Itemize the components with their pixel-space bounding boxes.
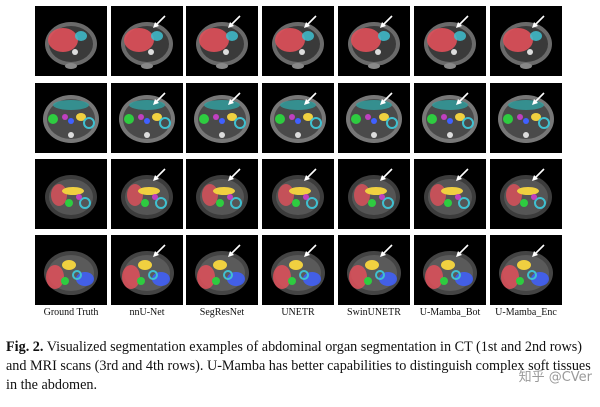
- segmentation-figure-grid: Ground Truth nnU-Net SegResNet UNETR SwinUNE…: [35, 6, 600, 318]
- mri-scan-image: [35, 235, 107, 305]
- ct-scan-image: [186, 83, 258, 153]
- ct-scan-image: [338, 6, 410, 76]
- ct-scan-image: [35, 6, 107, 76]
- scan-segmentation-overlay: [111, 235, 183, 305]
- column-label: U-Mamba_Enc: [495, 307, 557, 318]
- ct-scan-image: [35, 83, 107, 153]
- mri-scan-image: [338, 235, 410, 305]
- mri-scan-image: [338, 159, 410, 229]
- mri-scan-image: [414, 159, 486, 229]
- mri-scan-image: [111, 159, 183, 229]
- scan-segmentation-overlay: [414, 83, 486, 153]
- mri-scan-image: [35, 159, 107, 229]
- mri-scan-image: [111, 235, 183, 305]
- scan-segmentation-overlay: [414, 159, 486, 229]
- scan-segmentation-overlay: [111, 6, 183, 76]
- caption-text: Visualized segmentation examples of abdo…: [6, 339, 591, 393]
- ct-scan-image: [490, 6, 562, 76]
- column-label: nnU-Net: [129, 307, 165, 318]
- ct-scan-image: [262, 6, 334, 76]
- ct-scan-image: [414, 83, 486, 153]
- caption-label: Fig. 2.: [6, 339, 44, 355]
- scan-segmentation-overlay: [186, 235, 258, 305]
- column-label: Ground Truth: [43, 307, 99, 318]
- figure-caption: Fig. 2. Visualized segmentation examples…: [6, 338, 596, 395]
- scan-segmentation-overlay: [490, 6, 562, 76]
- ct-scan-image: [186, 6, 258, 76]
- scan-segmentation-overlay: [111, 83, 183, 153]
- ct-scan-image: [262, 83, 334, 153]
- mri-scan-image: [490, 159, 562, 229]
- scan-segmentation-overlay: [262, 235, 334, 305]
- scan-segmentation-overlay: [490, 83, 562, 153]
- ct-scan-image: [111, 83, 183, 153]
- ct-scan-image: [414, 6, 486, 76]
- column-label: U-Mamba_Bot: [419, 307, 481, 318]
- ct-scan-image: [111, 6, 183, 76]
- scan-segmentation-overlay: [35, 83, 107, 153]
- scan-segmentation-overlay: [35, 6, 107, 76]
- scan-segmentation-overlay: [186, 159, 258, 229]
- scan-segmentation-overlay: [262, 159, 334, 229]
- watermark: 知乎 @CVer: [518, 370, 592, 385]
- mri-scan-image: [262, 235, 334, 305]
- mri-scan-image: [414, 235, 486, 305]
- scan-segmentation-overlay: [338, 235, 410, 305]
- scan-segmentation-overlay: [490, 235, 562, 305]
- scan-segmentation-overlay: [414, 235, 486, 305]
- scan-segmentation-overlay: [490, 159, 562, 229]
- scan-segmentation-overlay: [262, 83, 334, 153]
- ct-scan-image: [338, 83, 410, 153]
- mri-scan-image: [186, 235, 258, 305]
- mri-scan-image: [490, 235, 562, 305]
- column-label: SwinUNETR: [347, 307, 401, 318]
- column-label: SegResNet: [199, 307, 245, 318]
- scan-segmentation-overlay: [338, 83, 410, 153]
- scan-segmentation-overlay: [414, 6, 486, 76]
- ct-scan-image: [490, 83, 562, 153]
- scan-segmentation-overlay: [186, 6, 258, 76]
- scan-segmentation-overlay: [186, 83, 258, 153]
- scan-segmentation-overlay: [338, 159, 410, 229]
- scan-segmentation-overlay: [262, 6, 334, 76]
- scan-segmentation-overlay: [111, 159, 183, 229]
- scan-segmentation-overlay: [35, 235, 107, 305]
- scan-segmentation-overlay: [338, 6, 410, 76]
- scan-segmentation-overlay: [35, 159, 107, 229]
- mri-scan-image: [262, 159, 334, 229]
- mri-scan-image: [186, 159, 258, 229]
- column-label: UNETR: [281, 307, 315, 318]
